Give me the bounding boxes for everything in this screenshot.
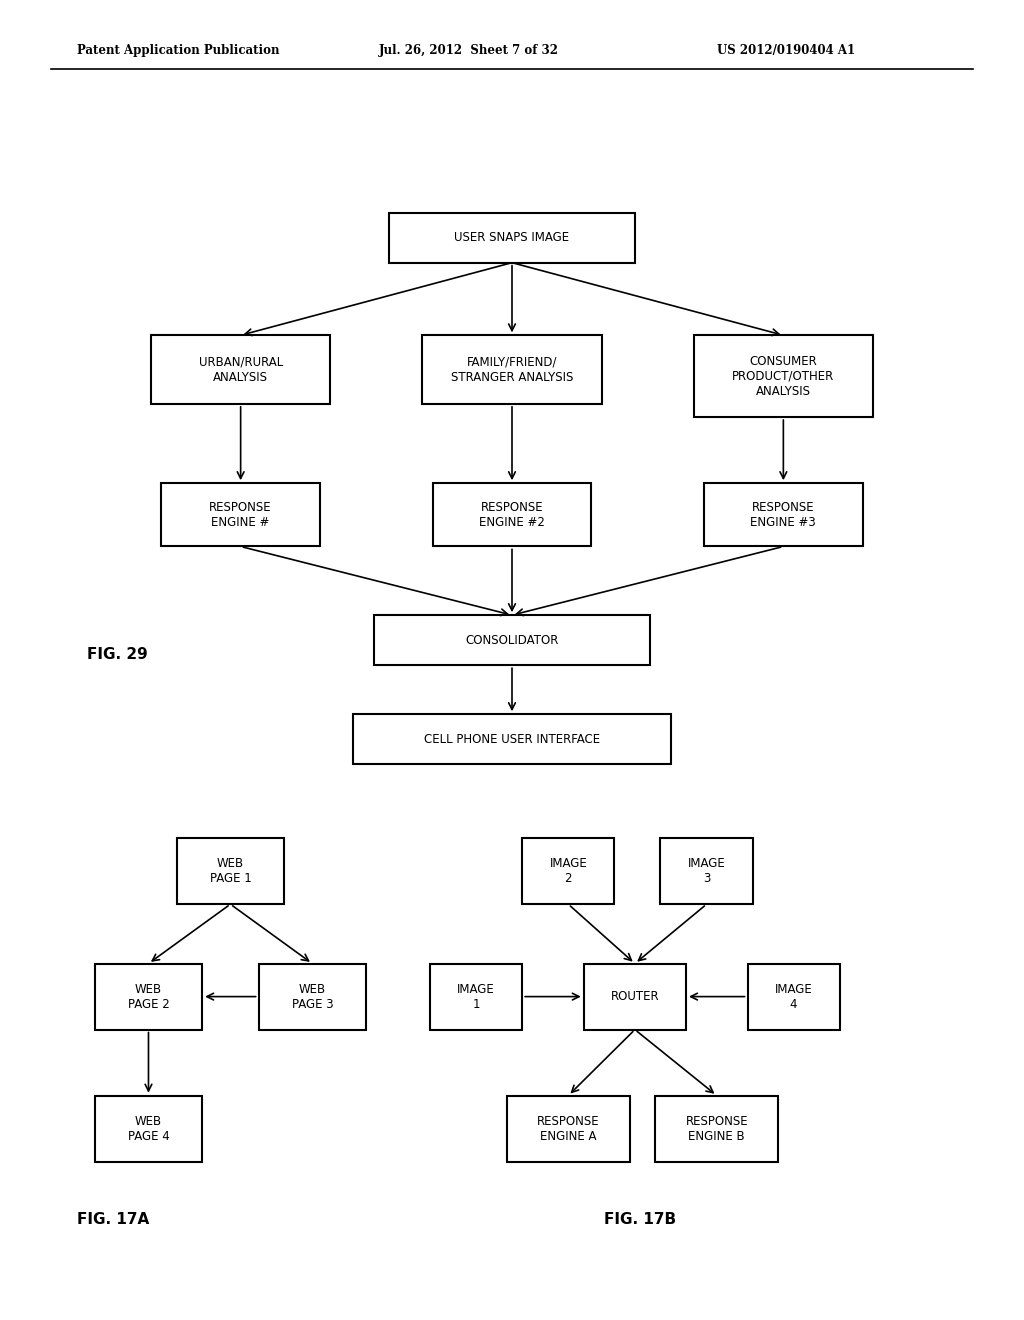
FancyBboxPatch shape: [94, 1096, 203, 1162]
Text: RESPONSE
ENGINE #: RESPONSE ENGINE #: [209, 500, 272, 529]
FancyBboxPatch shape: [430, 964, 522, 1030]
Text: RESPONSE
ENGINE #3: RESPONSE ENGINE #3: [751, 500, 816, 529]
FancyBboxPatch shape: [152, 335, 330, 404]
FancyBboxPatch shape: [258, 964, 367, 1030]
Text: CONSUMER
PRODUCT/OTHER
ANALYSIS: CONSUMER PRODUCT/OTHER ANALYSIS: [732, 355, 835, 397]
Text: CELL PHONE USER INTERFACE: CELL PHONE USER INTERFACE: [424, 733, 600, 746]
FancyBboxPatch shape: [94, 964, 203, 1030]
FancyBboxPatch shape: [389, 213, 635, 263]
FancyBboxPatch shape: [374, 615, 650, 665]
FancyBboxPatch shape: [705, 483, 862, 546]
FancyBboxPatch shape: [694, 335, 872, 417]
Text: FIG. 17B: FIG. 17B: [604, 1212, 676, 1228]
Text: US 2012/0190404 A1: US 2012/0190404 A1: [717, 44, 855, 57]
Text: URBAN/RURAL
ANALYSIS: URBAN/RURAL ANALYSIS: [199, 355, 283, 384]
Text: Jul. 26, 2012  Sheet 7 of 32: Jul. 26, 2012 Sheet 7 of 32: [379, 44, 559, 57]
Text: WEB
PAGE 3: WEB PAGE 3: [292, 982, 333, 1011]
Text: FIG. 29: FIG. 29: [87, 647, 147, 663]
Text: IMAGE
1: IMAGE 1: [458, 982, 495, 1011]
Text: WEB
PAGE 2: WEB PAGE 2: [128, 982, 169, 1011]
FancyBboxPatch shape: [584, 964, 686, 1030]
Text: IMAGE
4: IMAGE 4: [775, 982, 812, 1011]
Text: WEB
PAGE 1: WEB PAGE 1: [210, 857, 251, 886]
FancyBboxPatch shape: [353, 714, 671, 764]
FancyBboxPatch shape: [177, 838, 285, 904]
Text: RESPONSE
ENGINE A: RESPONSE ENGINE A: [537, 1114, 600, 1143]
FancyBboxPatch shape: [422, 335, 601, 404]
Text: IMAGE
3: IMAGE 3: [688, 857, 725, 886]
Text: RESPONSE
ENGINE #2: RESPONSE ENGINE #2: [479, 500, 545, 529]
Text: FAMILY/FRIEND/
STRANGER ANALYSIS: FAMILY/FRIEND/ STRANGER ANALYSIS: [451, 355, 573, 384]
Text: RESPONSE
ENGINE B: RESPONSE ENGINE B: [685, 1114, 749, 1143]
Text: FIG. 17A: FIG. 17A: [77, 1212, 150, 1228]
Text: ROUTER: ROUTER: [610, 990, 659, 1003]
FancyBboxPatch shape: [507, 1096, 630, 1162]
FancyBboxPatch shape: [432, 483, 592, 546]
Text: USER SNAPS IMAGE: USER SNAPS IMAGE: [455, 231, 569, 244]
FancyBboxPatch shape: [655, 1096, 778, 1162]
FancyBboxPatch shape: [748, 964, 840, 1030]
Text: IMAGE
2: IMAGE 2: [550, 857, 587, 886]
Text: WEB
PAGE 4: WEB PAGE 4: [128, 1114, 169, 1143]
FancyBboxPatch shape: [660, 838, 753, 904]
FancyBboxPatch shape: [161, 483, 319, 546]
Text: CONSOLIDATOR: CONSOLIDATOR: [465, 634, 559, 647]
FancyBboxPatch shape: [522, 838, 614, 904]
Text: Patent Application Publication: Patent Application Publication: [77, 44, 280, 57]
